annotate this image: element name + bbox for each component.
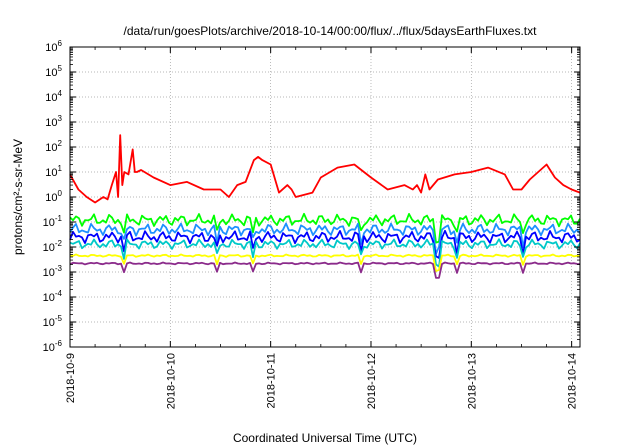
y-tick-base: 10 — [45, 67, 57, 79]
y-tick-base: 10 — [43, 292, 55, 304]
chart-title: /data/run/goesPlots/archive/2018-10-14/0… — [124, 24, 538, 38]
y-tick-label: 101 — [45, 164, 62, 179]
y-tick-exponent: 3 — [58, 114, 63, 123]
y-tick-label: 10-5 — [43, 314, 63, 329]
y-tick-label: 106 — [45, 39, 62, 54]
y-tick-base: 10 — [43, 267, 55, 279]
y-tick-exponent: 5 — [58, 64, 63, 73]
y-tick-exponent: 6 — [58, 39, 63, 48]
flux-series-line — [69, 261, 581, 279]
grid-lines — [70, 47, 580, 347]
y-tick-label: 103 — [45, 114, 62, 129]
series-lines — [69, 134, 581, 279]
y-tick-exponent: 4 — [58, 89, 63, 98]
y-tick-base: 10 — [45, 167, 57, 179]
y-tick-base: 10 — [45, 42, 57, 54]
axis-ticks: 10-610-510-410-310-210-11001011021031041… — [43, 39, 580, 409]
y-tick-base: 10 — [43, 342, 55, 354]
flux-series-line — [69, 222, 581, 255]
y-tick-label: 10-4 — [43, 289, 63, 304]
y-tick-label: 10-3 — [43, 264, 63, 279]
x-tick-label: 2018-10-11 — [266, 353, 278, 408]
y-tick-label: 10-6 — [43, 339, 63, 354]
y-tick-exponent: -2 — [55, 239, 63, 248]
x-tick-label: 2018-10-10 — [165, 353, 177, 409]
y-tick-base: 10 — [43, 217, 55, 229]
y-tick-label: 104 — [45, 89, 62, 104]
y-tick-exponent: 1 — [58, 164, 63, 173]
y-tick-label: 105 — [45, 64, 62, 79]
x-tick-label: 2018-10-12 — [366, 353, 378, 409]
y-tick-exponent: -3 — [55, 264, 63, 273]
y-tick-exponent: -1 — [55, 214, 63, 223]
y-tick-base: 10 — [45, 117, 57, 129]
x-axis-label: Coordinated Universal Time (UTC) — [233, 431, 417, 445]
y-tick-exponent: -5 — [55, 314, 63, 323]
y-tick-exponent: -6 — [55, 339, 63, 348]
x-tick-label: 2018-10-14 — [567, 353, 579, 409]
y-tick-base: 10 — [43, 317, 55, 329]
y-axis-label: protons/cm²-s-sr-MeV — [11, 139, 25, 255]
y-tick-base: 10 — [45, 142, 57, 154]
flux-series-line — [69, 229, 581, 259]
flux-series-line — [69, 238, 581, 268]
flux-series-line — [69, 212, 581, 244]
x-tick-label: 2018-10-13 — [466, 353, 478, 409]
y-tick-exponent: 2 — [58, 139, 63, 148]
y-tick-label: 102 — [45, 139, 62, 154]
flux-series-line — [69, 134, 581, 204]
y-tick-label: 10-1 — [43, 214, 63, 229]
y-tick-base: 10 — [43, 242, 55, 254]
y-tick-base: 10 — [45, 92, 57, 104]
y-tick-base: 10 — [45, 192, 57, 204]
x-tick-label: 2018-10-9 — [65, 353, 77, 403]
y-tick-exponent: -4 — [55, 289, 63, 298]
y-tick-exponent: 0 — [58, 189, 63, 198]
y-tick-label: 10-2 — [43, 239, 63, 254]
flux-series-line — [69, 253, 581, 272]
y-tick-label: 100 — [45, 189, 62, 204]
